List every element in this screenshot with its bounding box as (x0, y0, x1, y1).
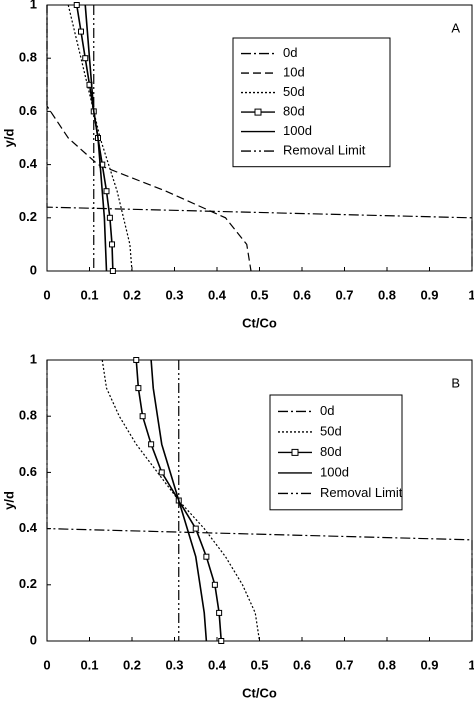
legend-label: 50d (283, 84, 305, 99)
x-axis-label: Ct/Co (242, 315, 277, 330)
legend-label: Removal Limit (283, 143, 366, 158)
legend-label: 10d (283, 65, 305, 80)
marker (192, 525, 199, 532)
y-tick-label: 0.8 (19, 408, 37, 423)
series-line (46, 5, 473, 271)
marker (73, 2, 80, 8)
y-tick-label: 0.6 (19, 103, 37, 118)
marker (216, 609, 223, 616)
x-tick-label: 0.8 (378, 657, 396, 672)
x-tick-label: 0.1 (80, 287, 98, 302)
panel-label: A (451, 20, 460, 35)
panel-label: B (451, 375, 460, 390)
y-tick-label: 0.2 (19, 576, 37, 591)
marker (218, 638, 225, 644)
y-axis-label: y/d (1, 491, 16, 510)
x-tick-label: 0.4 (208, 657, 227, 672)
y-tick-label: 0.8 (19, 50, 37, 65)
y-tick-label: 1 (30, 351, 37, 366)
marker (139, 413, 146, 420)
x-tick-label: 0.7 (335, 657, 353, 672)
legend-box (232, 37, 391, 168)
x-tick-label: 0.7 (335, 287, 353, 302)
legend-label: 100d (320, 464, 349, 479)
y-axis-label: y/d (1, 129, 16, 148)
x-tick-label: 1 (468, 287, 474, 302)
marker (158, 469, 165, 476)
marker (148, 441, 155, 448)
marker (109, 268, 116, 274)
x-tick-label: 0.6 (293, 657, 311, 672)
x-tick-label: 0.1 (80, 657, 98, 672)
x-tick-label: 0.2 (123, 287, 141, 302)
x-tick-label: 1 (468, 657, 474, 672)
x-axis-label: Ct/Co (242, 685, 277, 700)
series-line (84, 4, 108, 272)
y-tick-label: 0.4 (19, 156, 38, 171)
legend-label: 80d (283, 104, 305, 119)
series-line (75, 4, 114, 272)
marker (109, 241, 116, 248)
x-tick-label: 0.8 (378, 287, 396, 302)
series-line (46, 5, 252, 272)
x-tick-label: 0.2 (123, 657, 141, 672)
legend-label: 50d (320, 423, 342, 438)
x-tick-label: 0.4 (208, 287, 227, 302)
x-tick-label: 0.9 (420, 287, 438, 302)
y-tick-label: 0 (30, 632, 37, 647)
legend-marker (254, 108, 262, 116)
series-line (46, 360, 473, 641)
legend-label: 0d (283, 45, 297, 60)
legend-label: 0d (320, 403, 334, 418)
marker (82, 55, 89, 62)
legend-label: 80d (320, 444, 342, 459)
legend-marker (291, 448, 299, 456)
y-tick-label: 0 (30, 262, 37, 277)
y-tick-label: 0.4 (19, 520, 38, 535)
marker (133, 357, 140, 363)
x-tick-label: 0.3 (165, 287, 183, 302)
marker (106, 214, 113, 221)
x-tick-label: 0 (43, 287, 50, 302)
y-tick-label: 0.6 (19, 464, 37, 479)
marker (211, 581, 218, 588)
x-tick-label: 0.5 (250, 287, 268, 302)
y-tick-label: 1 (30, 0, 37, 11)
series-line (101, 359, 261, 642)
marker (135, 385, 142, 392)
legend-label: Removal Limit (320, 485, 403, 500)
x-tick-label: 0.3 (165, 657, 183, 672)
x-tick-label: 0 (43, 657, 50, 672)
marker (78, 28, 84, 35)
legend-label: 100d (283, 123, 312, 138)
plot-frame (46, 359, 473, 642)
x-tick-label: 0.6 (293, 287, 311, 302)
x-tick-label: 0.9 (420, 657, 438, 672)
marker (203, 553, 210, 560)
marker (103, 188, 110, 195)
x-tick-label: 0.5 (250, 657, 268, 672)
y-tick-label: 0.2 (19, 209, 37, 224)
